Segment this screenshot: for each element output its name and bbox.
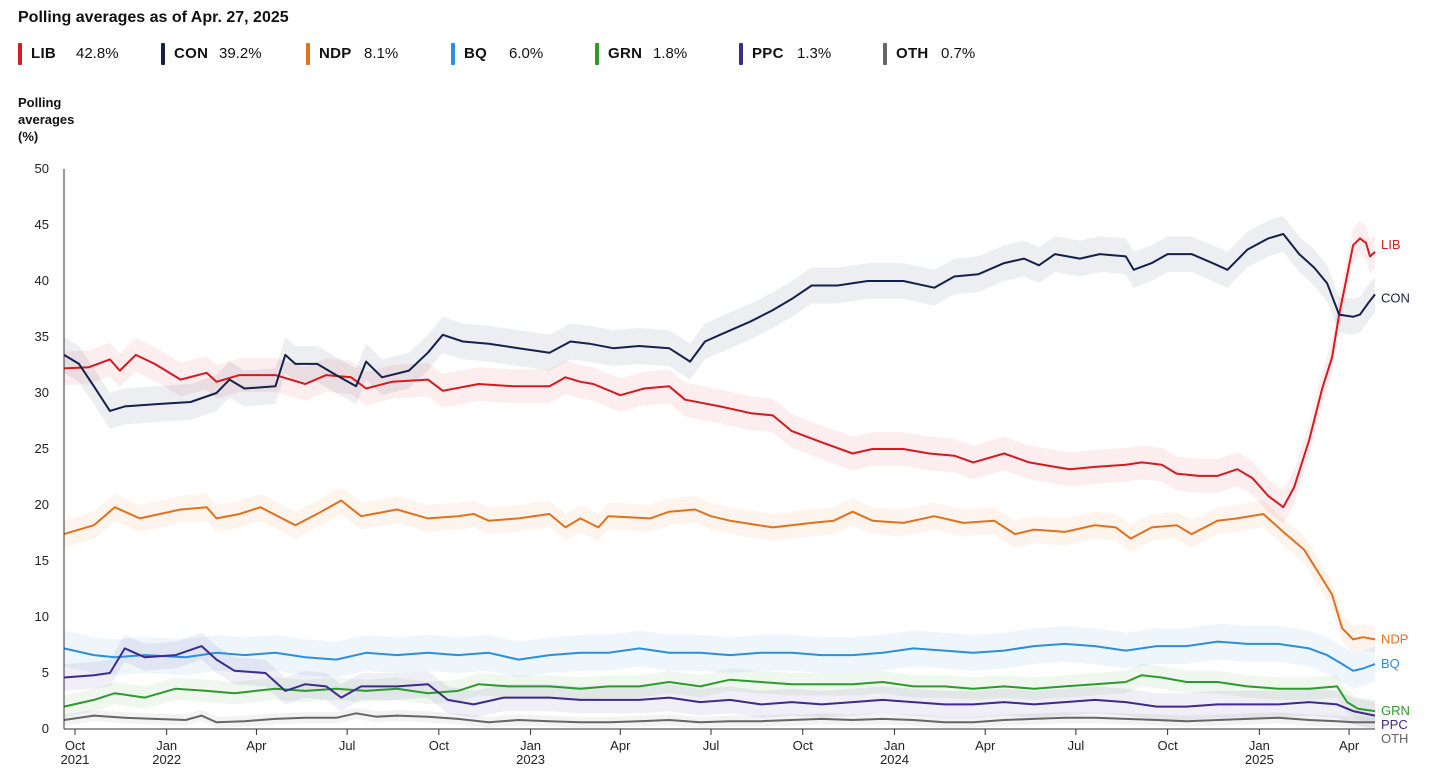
y-tick-label: 30: [35, 385, 49, 400]
legend-swatch-grn: [595, 43, 599, 65]
x-tick-label: Jul: [703, 738, 720, 753]
legend-value-lib: 42.8%: [76, 45, 119, 62]
end-label-bq: BQ: [1381, 656, 1400, 671]
line-bq: [63, 640, 1376, 672]
y-tick-label: 50: [35, 161, 49, 176]
line-oth: [63, 712, 1375, 724]
chart-title: Polling averages as of Apr. 27, 2025: [18, 9, 289, 26]
x-tick-label: Jan: [156, 738, 177, 753]
legend-code-con: CON: [174, 45, 209, 62]
legend-code-ndp: NDP: [319, 45, 352, 62]
legend-value-ndp: 8.1%: [364, 45, 399, 62]
end-label-ppc: PPC: [1381, 717, 1408, 732]
legend-value-bq: 6.0%: [509, 45, 544, 62]
end-label-con: CON: [1381, 290, 1410, 305]
band-oth: [64, 707, 1375, 728]
y-tick-label: 0: [42, 721, 49, 736]
legend-swatch-ndp: [306, 43, 310, 65]
legend-code-bq: BQ: [464, 45, 488, 62]
legend-value-ppc: 1.3%: [797, 45, 832, 62]
y-tick-label: 10: [35, 609, 49, 624]
legend-swatch-ppc: [739, 43, 743, 65]
y-tick-label: 25: [35, 441, 49, 456]
legend-code-oth: OTH: [896, 45, 929, 62]
x-tick-label: Jul: [1068, 738, 1085, 753]
band-lib: [64, 221, 1375, 524]
x-tick-label: Apr: [610, 738, 631, 753]
x-tick-year-label: 2025: [1245, 752, 1274, 767]
end-label-grn: GRN: [1381, 703, 1410, 718]
x-tick-label: Apr: [975, 738, 996, 753]
x-tick-label: Jan: [884, 738, 905, 753]
y-tick-label: 15: [35, 553, 49, 568]
legend-code-ppc: PPC: [752, 45, 784, 62]
end-label-ndp: NDP: [1381, 631, 1408, 646]
x-tick-label: Jul: [339, 738, 356, 753]
y-tick-label: 20: [35, 497, 49, 512]
confidence-bands: [64, 216, 1375, 729]
band-grn: [64, 664, 1375, 723]
legend-value-con: 39.2%: [219, 45, 262, 62]
band-ndp: [64, 487, 1375, 653]
x-tick-label: Jan: [520, 738, 541, 753]
band-ppc: [64, 632, 1375, 729]
line-con: [63, 233, 1376, 412]
y-axis-label: Polling averages (%): [18, 95, 75, 144]
y-tick-label: 5: [42, 665, 49, 680]
x-tick-label: Jan: [1249, 738, 1270, 753]
line-grn: [63, 674, 1376, 713]
legend-swatch-con: [161, 43, 165, 65]
x-tick-year-label: 2023: [516, 752, 545, 767]
x-tick-label: Oct: [793, 738, 814, 753]
line-ppc: [63, 645, 1376, 717]
legend-value-oth: 0.7%: [941, 45, 976, 62]
legend-code-grn: GRN: [608, 45, 643, 62]
x-tick-label: Oct: [1158, 738, 1179, 753]
x-tick-label: Apr: [1339, 738, 1360, 753]
end-label-oth: OTH: [1381, 731, 1408, 746]
y-tick-label: 40: [35, 273, 49, 288]
legend-swatch-bq: [451, 43, 455, 65]
x-tick-year-label: 2021: [61, 752, 90, 767]
legend-swatch-oth: [883, 43, 887, 65]
y-tick-label: 35: [35, 329, 49, 344]
x-tick-year-label: 2022: [152, 752, 181, 767]
band-bq: [64, 623, 1375, 689]
line-ndp: [63, 499, 1376, 641]
x-tick-year-label: 2024: [880, 752, 909, 767]
x-tick-label: Apr: [246, 738, 267, 753]
line-lib: [63, 237, 1376, 509]
legend-swatch-lib: [18, 43, 22, 65]
legend-value-grn: 1.8%: [653, 45, 688, 62]
end-label-lib: LIB: [1381, 237, 1401, 252]
x-tick-label: Oct: [429, 738, 450, 753]
x-tick-label: Oct: [65, 738, 86, 753]
series-lines: [63, 233, 1376, 724]
legend-code-lib: LIB: [31, 45, 57, 62]
y-tick-label: 45: [35, 217, 49, 232]
